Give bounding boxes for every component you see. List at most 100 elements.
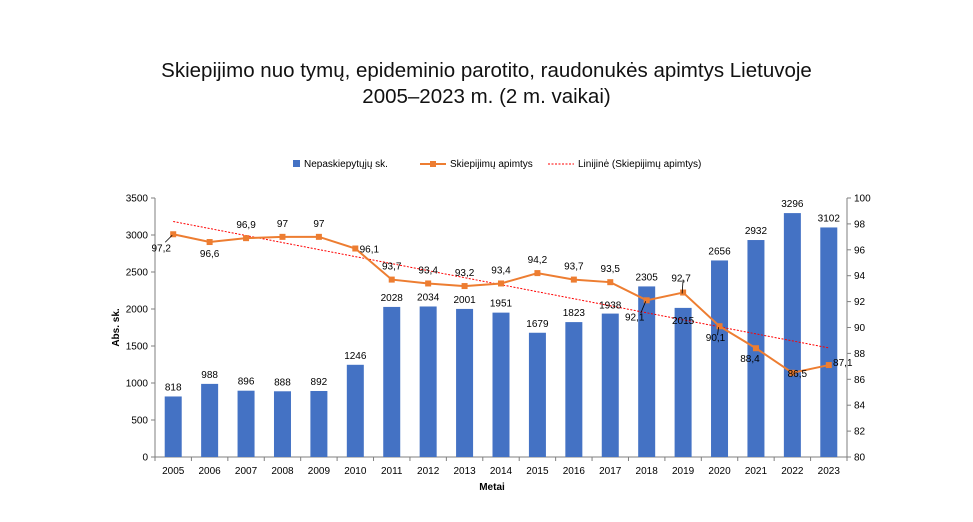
label-leader-line	[717, 327, 719, 336]
bar-value-label: 892	[311, 377, 328, 388]
bar-value-label: 988	[201, 370, 218, 381]
line-point	[752, 345, 759, 352]
legend-trend-label: Linijinė (Skiepijimų apimtys)	[578, 159, 701, 170]
y-tick-label-right: 90	[854, 323, 866, 334]
line-point	[607, 279, 614, 286]
bar	[783, 213, 801, 457]
line-value-label: 97,2	[151, 243, 171, 254]
line-value-label: 96,9	[236, 220, 256, 231]
line-point	[425, 280, 432, 287]
legend-line-label: Skiepijimų apimtys	[450, 159, 533, 170]
bar	[601, 313, 619, 457]
y-tick-label-left: 1500	[126, 342, 149, 353]
line-point	[243, 235, 250, 242]
label-leader-line	[681, 279, 684, 294]
bar	[383, 306, 401, 457]
bar	[419, 306, 437, 457]
bar	[565, 322, 583, 457]
y-tick-label-right: 100	[854, 194, 871, 205]
y-tick-label-left: 1000	[126, 379, 149, 390]
line-value-label: 93,7	[564, 262, 584, 273]
bar-value-label: 2305	[636, 272, 659, 283]
y-tick-label-left: 3500	[126, 194, 149, 205]
legend-line-marker	[430, 161, 436, 167]
line-point	[388, 276, 395, 283]
y-tick-label-right: 80	[854, 453, 866, 464]
bar-value-label: 3102	[818, 213, 841, 224]
line-point	[534, 270, 541, 277]
x-tick-label: 2009	[308, 466, 331, 477]
bar	[492, 312, 510, 457]
x-axis-title: Metai	[479, 482, 505, 493]
bar	[346, 364, 364, 457]
x-tick-label: 2020	[708, 466, 731, 477]
bar	[638, 286, 656, 457]
x-tick-label: 2021	[745, 466, 768, 477]
x-tick-label: 2014	[490, 466, 513, 477]
x-tick-label: 2012	[417, 466, 440, 477]
bar-value-label: 1951	[490, 299, 513, 310]
line-point	[315, 233, 322, 240]
bar-series	[164, 213, 838, 457]
line-point	[680, 289, 687, 296]
y-tick-label-right: 94	[854, 271, 866, 282]
line-value-label: 97	[313, 219, 325, 230]
line-value-label: 94,2	[528, 255, 548, 266]
bar-value-label: 896	[238, 377, 255, 388]
x-tick-label: 2018	[636, 466, 659, 477]
bar	[820, 227, 838, 457]
bar	[528, 332, 546, 457]
legend-bar-swatch	[293, 160, 300, 167]
x-tick-label: 2015	[526, 466, 549, 477]
line-point	[279, 233, 286, 240]
line-value-label: 86,5	[788, 369, 808, 380]
bar	[310, 390, 328, 457]
bar	[674, 307, 692, 457]
y-tick-label-left: 0	[142, 453, 148, 464]
y-tick-label-right: 96	[854, 245, 866, 256]
y-tick-label-right: 88	[854, 349, 866, 360]
line-value-label: 88,4	[740, 354, 760, 365]
bar-value-label: 818	[165, 382, 182, 393]
line-value-label: 93,5	[601, 264, 621, 275]
line-value-label: 97	[277, 219, 289, 230]
line-point	[352, 245, 359, 252]
line-point	[825, 362, 832, 369]
line-value-label: 93,4	[491, 265, 511, 276]
y-tick-label-right: 84	[854, 401, 866, 412]
x-tick-label: 2023	[818, 466, 841, 477]
x-tick-label: 2010	[344, 466, 367, 477]
bar	[273, 391, 291, 457]
x-tick-label: 2007	[235, 466, 258, 477]
y-axis-title: Abs. sk.	[111, 308, 122, 347]
chart-title-line2: 2005–2023 m. (2 m. vaikai)	[362, 85, 611, 108]
data-labels: 818 988 896 888 892 1246 2028 2034 2001 1951 1679 1…	[151, 199, 852, 393]
label-leader-line	[640, 301, 647, 314]
line-value-label: 96,1	[360, 245, 380, 256]
y-tick-label-right: 82	[854, 427, 866, 438]
x-tick-label: 2016	[563, 466, 586, 477]
x-tick-label: 2005	[162, 466, 185, 477]
x-tick-label: 2017	[599, 466, 622, 477]
bar-value-label: 2034	[417, 292, 440, 303]
legend: Nepaskiepytųjų sk. Skiepijimų apimtys Lini…	[293, 159, 701, 170]
x-tick-label: 2022	[781, 466, 804, 477]
y-tick-label-left: 3000	[126, 231, 149, 242]
bar	[456, 308, 474, 457]
line-value-label: 90,1	[706, 333, 726, 344]
line-value-label: 96,6	[200, 249, 220, 260]
x-tick-label: 2013	[453, 466, 476, 477]
line-point	[789, 369, 796, 376]
bar-value-label: 2932	[745, 226, 768, 237]
bar-value-label: 1823	[563, 308, 586, 319]
bar-value-label: 1938	[599, 301, 622, 312]
line-point	[170, 231, 177, 238]
line-value-label: 93,2	[455, 268, 475, 279]
y-tick-label-left: 2000	[126, 305, 149, 316]
x-tick-label: 2008	[271, 466, 294, 477]
x-tick-label: 2019	[672, 466, 695, 477]
bar-value-label: 1246	[344, 351, 367, 362]
legend-bar-label: Nepaskiepytųjų sk.	[304, 159, 388, 170]
bar-value-label: 3296	[781, 199, 804, 210]
